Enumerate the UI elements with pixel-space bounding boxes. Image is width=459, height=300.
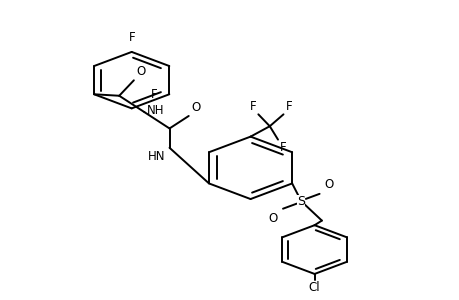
- Text: NH: NH: [146, 104, 164, 117]
- Text: S: S: [297, 195, 305, 208]
- Text: Cl: Cl: [308, 281, 320, 294]
- Text: O: O: [268, 212, 277, 225]
- Text: F: F: [249, 100, 256, 113]
- Text: O: O: [136, 65, 145, 78]
- Text: HN: HN: [147, 150, 165, 163]
- Text: O: O: [324, 178, 333, 191]
- Text: F: F: [285, 100, 292, 113]
- Text: F: F: [280, 141, 286, 154]
- Text: F: F: [128, 32, 134, 44]
- Text: F: F: [151, 88, 157, 101]
- Text: O: O: [190, 101, 200, 115]
